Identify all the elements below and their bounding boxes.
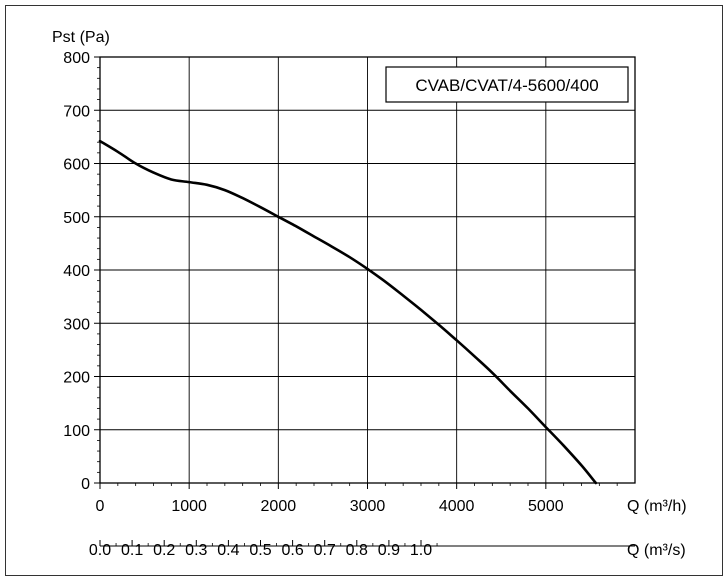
y-tick-label: 700 (63, 103, 90, 120)
x-tick-label: 2000 (261, 498, 297, 515)
x-tick-label: 3000 (350, 498, 386, 515)
x2-tick-label: 0.1 (121, 542, 143, 559)
x-tick-label: 4000 (439, 498, 475, 515)
x2-tick-label: 0.6 (281, 542, 303, 559)
y-tick-label: 800 (63, 50, 90, 67)
axes: 0 100 200 300 400 500 600 700 800 0 1000 2000 3000 40… (63, 50, 686, 559)
x2-tick-label: 0.0 (89, 542, 111, 559)
fan-curve-line (98, 139, 598, 485)
legend-box (385, 66, 629, 103)
x-axis-unit-label: Q (m³/h) (627, 498, 687, 515)
x2-tick-label: 0.7 (314, 542, 336, 559)
y-tick-label: 600 (63, 157, 90, 174)
y-axis-label: Pst (Pa) (52, 29, 110, 46)
x2-tick-label: 0.2 (153, 542, 175, 559)
y-tick-label: 500 (63, 210, 90, 227)
y-tick-label: 0 (81, 476, 90, 493)
x-tick-label: 5000 (528, 498, 564, 515)
legend-label: CVAB/CVAT/4-5600/400 (415, 76, 598, 95)
x2-tick-label: 0.9 (378, 542, 400, 559)
x2-tick-label: 0.5 (249, 542, 271, 559)
x2-axis-unit-label: Q (m³/s) (627, 542, 686, 559)
y-tick-label: 200 (63, 370, 90, 387)
y-tick-label: 300 (63, 316, 90, 333)
x2-tick-label: 0.3 (185, 542, 207, 559)
x-tick-label: 0 (96, 498, 105, 515)
legend: CVAB/CVAT/4-5600/400 (385, 66, 629, 103)
series-layer (98, 139, 598, 485)
x2-tick-label: 0.4 (217, 542, 239, 559)
x2-tick-label: 1.0 (410, 542, 432, 559)
x2-tick-label: 0.8 (346, 542, 368, 559)
x-tick-label: 1000 (171, 498, 207, 515)
y-tick-label: 400 (63, 263, 90, 280)
y-tick-label: 100 (63, 423, 90, 440)
